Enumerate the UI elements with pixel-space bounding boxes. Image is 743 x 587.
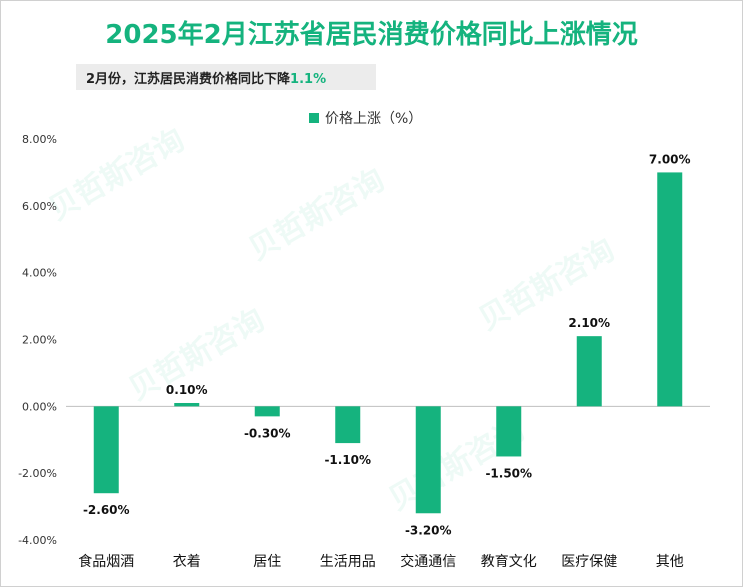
bar (93, 406, 119, 494)
y-tick-label: 6.00% (22, 200, 57, 213)
chart-title: 2025年2月江苏省居民消费价格同比上涨情况 (105, 20, 638, 50)
data-label: -1.10% (324, 453, 371, 467)
legend-swatch (309, 113, 319, 123)
data-label: 0.10% (166, 383, 208, 397)
bar (496, 406, 522, 457)
bar (174, 402, 200, 407)
legend: 价格上涨（%） (309, 108, 422, 128)
subtitle-box (76, 64, 376, 90)
x-tick-label: 交通通信 (400, 553, 456, 570)
y-tick-label: 2.00% (22, 334, 57, 347)
bar (254, 406, 280, 417)
x-tick-label: 生活用品 (320, 554, 376, 570)
data-label: 7.00% (649, 152, 691, 166)
bar (657, 172, 683, 407)
x-tick-label: 衣着 (173, 554, 201, 570)
bar (335, 406, 361, 444)
bar (415, 406, 441, 514)
data-label: -2.60% (83, 503, 130, 517)
data-label: 2.10% (568, 316, 610, 330)
y-tick-label: -2.00% (18, 467, 57, 480)
data-label: -3.20% (405, 523, 452, 537)
x-tick-label: 医疗保健 (561, 554, 617, 570)
bar (576, 336, 602, 407)
x-tick-label: 其他 (656, 554, 684, 570)
legend-label: 价格上涨（%） (325, 111, 423, 127)
y-tick-label: 8.00% (22, 133, 57, 146)
x-tick-label: 居住 (253, 554, 281, 570)
data-label: -1.50% (485, 466, 532, 480)
subtitle-highlight: 1.1% (290, 72, 327, 87)
data-label: -0.30% (244, 426, 291, 440)
y-tick-label: 0.00% (22, 400, 57, 413)
chart-subtitle: 2月份，江苏居民消费价格同比下降1.1% (86, 68, 326, 87)
subtitle-text: 2月份，江苏居民消费价格同比下降 (86, 72, 291, 87)
y-tick-label: 4.00% (22, 267, 57, 280)
x-tick-label: 食品烟酒 (78, 553, 134, 570)
y-tick-label: -4.00% (18, 534, 57, 547)
x-tick-label: 教育文化 (481, 554, 537, 570)
